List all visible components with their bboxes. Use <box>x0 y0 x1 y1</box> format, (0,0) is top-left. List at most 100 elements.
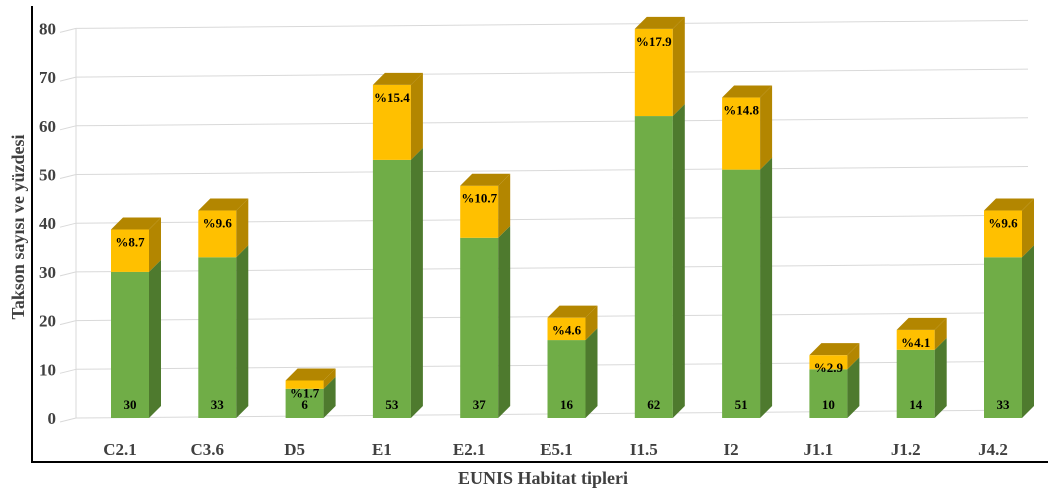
bar-percent-front <box>984 210 1022 258</box>
count-label: 33 <box>997 397 1011 412</box>
bar-count-side <box>1022 245 1034 418</box>
bar-percent-top <box>896 317 947 330</box>
bar-count-side <box>934 337 947 418</box>
gridline <box>75 166 1029 175</box>
gridline <box>75 117 1029 127</box>
bar-count-side <box>410 147 423 418</box>
bar-percent-side <box>410 72 423 160</box>
bars <box>111 16 1034 418</box>
bar-percent-side <box>236 198 249 258</box>
x-tick-label: E2.1 <box>453 440 486 459</box>
x-tick-label: J1.2 <box>891 440 921 459</box>
x-tick-label: C2.1 <box>103 440 137 459</box>
data-labels: 30 %8.7 33 %9.6 6%1.7 53 %15.4 37 %10.7 16 %4.6 62%… <box>115 34 1018 412</box>
bar-count-side <box>847 357 860 418</box>
gridline-depth <box>59 368 77 374</box>
percent-label: %4.6 <box>552 323 582 338</box>
bar-percent-top <box>460 173 511 186</box>
gridline-depth <box>59 222 77 228</box>
x-tick-label: I2 <box>724 440 739 459</box>
gridline-depth <box>59 174 77 179</box>
bar-percent-top <box>198 198 249 211</box>
count-label: 14 <box>909 397 923 412</box>
count-label: 53 <box>385 397 399 412</box>
bar-percent-top <box>634 16 685 29</box>
bar-percent-front <box>547 317 586 341</box>
percent-label: %8.7 <box>115 235 145 250</box>
bar-percent-top <box>809 343 860 356</box>
bar-count-front <box>984 257 1022 418</box>
bar-percent-side <box>323 368 336 389</box>
bar-percent-front <box>285 380 324 389</box>
y-tick-label: 30 <box>39 263 56 282</box>
x-axis-title: EUNIS Habitat tipleri <box>458 468 628 488</box>
x-tick-label: E5.1 <box>540 440 573 459</box>
x-tick-label: J4.2 <box>978 440 1008 459</box>
x-tick-label: I1.5 <box>630 440 658 459</box>
count-label: 51 <box>735 397 748 412</box>
y-tick-label: 70 <box>39 68 56 87</box>
x-tick-label: D5 <box>284 440 305 459</box>
bar-count-side <box>498 225 511 418</box>
bar-count-side <box>149 259 161 418</box>
y-tick-label: 0 <box>48 409 57 428</box>
bar-count-front <box>198 257 237 418</box>
bar-percent-top <box>547 305 598 318</box>
gridline <box>75 68 1029 78</box>
bar-percent-top <box>111 217 161 230</box>
y-tick-label: 50 <box>39 166 56 185</box>
bar-percent-front <box>896 329 935 350</box>
bar-percent-side <box>760 85 773 170</box>
x-tick-label: C3.6 <box>191 440 225 459</box>
bar-percent-side <box>672 16 685 117</box>
percent-label: %14.8 <box>723 103 759 118</box>
gridline <box>75 19 1029 29</box>
count-label: 6 <box>301 397 308 412</box>
bar-percent-top <box>984 198 1034 211</box>
bar-percent-front <box>634 28 673 117</box>
bar-count-front <box>372 159 411 418</box>
bar-percent-top <box>372 72 423 85</box>
bar-count-side <box>760 157 773 418</box>
gridline-depth <box>59 271 77 277</box>
bar-percent-side <box>149 217 161 272</box>
count-label: 37 <box>473 397 487 412</box>
bar-count-side <box>236 245 249 418</box>
bar-percent-side <box>585 305 598 341</box>
bar-percent-side <box>1022 198 1034 258</box>
bar-percent-front <box>460 185 499 238</box>
count-label: 10 <box>822 397 835 412</box>
y-tick-label: 20 <box>39 312 56 331</box>
bar-count-front <box>634 116 673 418</box>
bar-percent-front <box>722 97 761 170</box>
percent-label: %1.7 <box>290 386 320 401</box>
bar-percent-front <box>111 229 149 272</box>
gridline-depth <box>59 320 77 326</box>
x-tick-label: E1 <box>372 440 392 459</box>
count-label: 62 <box>647 397 660 412</box>
percent-label: %2.9 <box>814 360 844 375</box>
percent-label: %17.9 <box>636 34 672 49</box>
y-tick-label: 80 <box>39 19 56 38</box>
bar-count-front <box>460 237 499 418</box>
bar-percent-front <box>198 210 237 258</box>
percent-label: %15.4 <box>374 90 410 105</box>
bar-percent-top <box>285 368 336 381</box>
bar-count-front <box>547 340 586 418</box>
percent-label: %4.1 <box>901 335 930 350</box>
bar-count-front <box>722 169 761 418</box>
bar-count-side <box>323 376 336 418</box>
y-axis-title: Takson sayısı ve yüzdesi <box>8 135 28 320</box>
bar-count-front <box>809 369 848 418</box>
plot-frame <box>31 6 1048 463</box>
bar-count-front <box>111 271 149 418</box>
y-tick-label: 40 <box>39 214 56 233</box>
bar-percent-top <box>722 85 773 98</box>
bar-percent-front <box>809 355 848 370</box>
bar-count-front <box>285 388 324 418</box>
count-label: 33 <box>211 397 225 412</box>
bar-percent-side <box>847 343 860 370</box>
x-tick-label: J1.1 <box>804 440 834 459</box>
